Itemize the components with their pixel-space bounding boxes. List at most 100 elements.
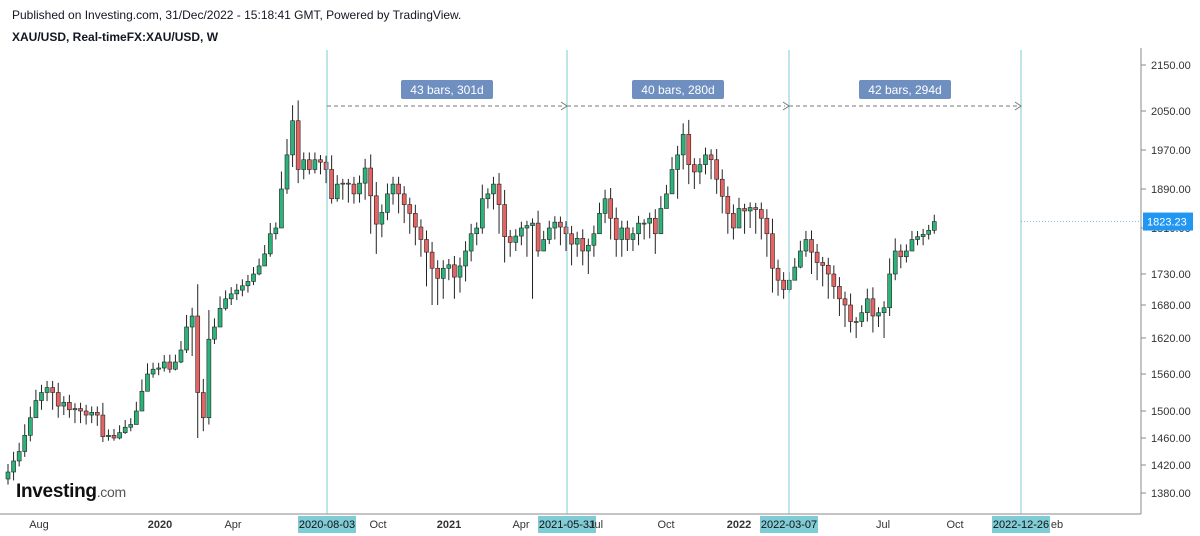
x-tick-label: Apr	[224, 519, 241, 531]
candle-up	[139, 390, 145, 412]
candle-down	[613, 217, 619, 240]
candle-up	[117, 432, 122, 439]
candle-up	[184, 326, 189, 351]
candle-up	[284, 154, 290, 190]
candle-up	[312, 159, 318, 170]
candle-up	[703, 154, 708, 165]
y-tick-label: 1730.00	[1151, 269, 1191, 281]
candle-up	[379, 212, 385, 225]
candle-down	[307, 159, 312, 170]
candle-down	[731, 213, 736, 229]
candle-up	[128, 424, 134, 428]
candle-down	[569, 233, 574, 245]
candle-up	[859, 312, 865, 322]
candle-up	[479, 198, 485, 229]
y-tick-label: 1620.00	[1151, 333, 1191, 345]
candle-up	[876, 312, 881, 317]
candle-up	[658, 208, 664, 235]
candle-up	[189, 315, 195, 328]
candle-down	[201, 392, 206, 419]
symbol-title: XAU/USD, Real-timeFX:XAU/USD, W	[12, 30, 219, 44]
candle-down	[820, 262, 825, 266]
candle-up	[89, 412, 94, 416]
candle-down	[848, 304, 853, 322]
candle-up	[524, 225, 530, 229]
candle-up	[669, 169, 675, 195]
candle-down	[407, 204, 413, 214]
candle-down	[814, 251, 820, 263]
candle-down	[435, 267, 440, 279]
candle-down	[563, 226, 569, 235]
y-tick-label: 1420.00	[1151, 460, 1191, 472]
candle-up	[251, 273, 256, 282]
x-tick-label: Jul	[589, 519, 603, 531]
candle-down	[502, 204, 507, 237]
candle-up	[792, 266, 798, 281]
last-price-label: 1823.23	[1147, 217, 1187, 229]
y-tick-label: 1380.00	[1151, 488, 1191, 500]
candle-down	[368, 167, 374, 197]
candle-down	[898, 250, 904, 258]
candle-up	[267, 233, 273, 255]
candle-up	[920, 234, 926, 237]
candle-up	[72, 408, 78, 411]
candle-up	[697, 164, 703, 173]
candle-up	[519, 227, 524, 237]
logo-main: Investing	[16, 481, 97, 502]
date-marker-label-bg	[992, 516, 1050, 533]
candle-up	[11, 460, 16, 473]
y-tick-label: 1680.00	[1151, 300, 1191, 312]
candle-down	[323, 161, 329, 170]
candle-down	[100, 414, 106, 437]
candle-up	[747, 207, 753, 212]
candle-down	[429, 251, 435, 269]
candle-up	[491, 183, 496, 195]
candle-up	[223, 298, 228, 309]
candle-up	[485, 193, 491, 200]
candle-up	[39, 392, 44, 401]
candle-down	[652, 217, 658, 235]
x-tick-label: Apr	[512, 519, 529, 531]
candle-up	[150, 368, 156, 375]
candle-up	[798, 250, 803, 268]
candle-down	[781, 279, 786, 290]
x-tick-label: Oct	[369, 519, 386, 531]
candle-up	[909, 239, 915, 252]
candle-down	[413, 213, 418, 228]
y-tick-label: 1970.00	[1151, 145, 1191, 157]
candle-up	[865, 298, 870, 313]
candle-up	[44, 387, 50, 393]
candle-up	[647, 217, 653, 224]
candle-up	[301, 159, 307, 170]
candle-down	[167, 361, 173, 370]
candle-down	[373, 195, 379, 225]
candle-down	[295, 120, 301, 170]
range-label: 42 bars, 294d	[868, 83, 941, 97]
candle-up	[926, 230, 932, 235]
y-tick-label: 1560.00	[1151, 369, 1191, 381]
range-arrow-head	[782, 101, 790, 111]
candle-down	[558, 221, 563, 228]
candle-up	[853, 321, 859, 323]
range-label-bg	[632, 80, 724, 99]
candle-up	[245, 281, 251, 287]
candle-up	[161, 361, 167, 369]
range-label-bg	[401, 80, 493, 99]
candle-up	[446, 264, 452, 269]
candle-down	[418, 226, 424, 240]
date-marker-label-bg	[760, 516, 818, 533]
x-tick-label: Aug	[29, 519, 49, 531]
date-marker-label: 2020-08-03	[299, 519, 355, 531]
candle-down	[83, 410, 89, 416]
y-tick-label: 2150.00	[1151, 60, 1191, 72]
candle-up	[641, 222, 647, 225]
candle-down	[770, 233, 775, 269]
y-tick-label: 2050.00	[1151, 106, 1191, 118]
candle-up	[457, 265, 463, 278]
candle-up	[106, 434, 111, 437]
candle-up	[803, 239, 809, 252]
candle-up	[262, 253, 267, 267]
candle-down	[719, 178, 725, 197]
candle-down	[842, 298, 848, 306]
